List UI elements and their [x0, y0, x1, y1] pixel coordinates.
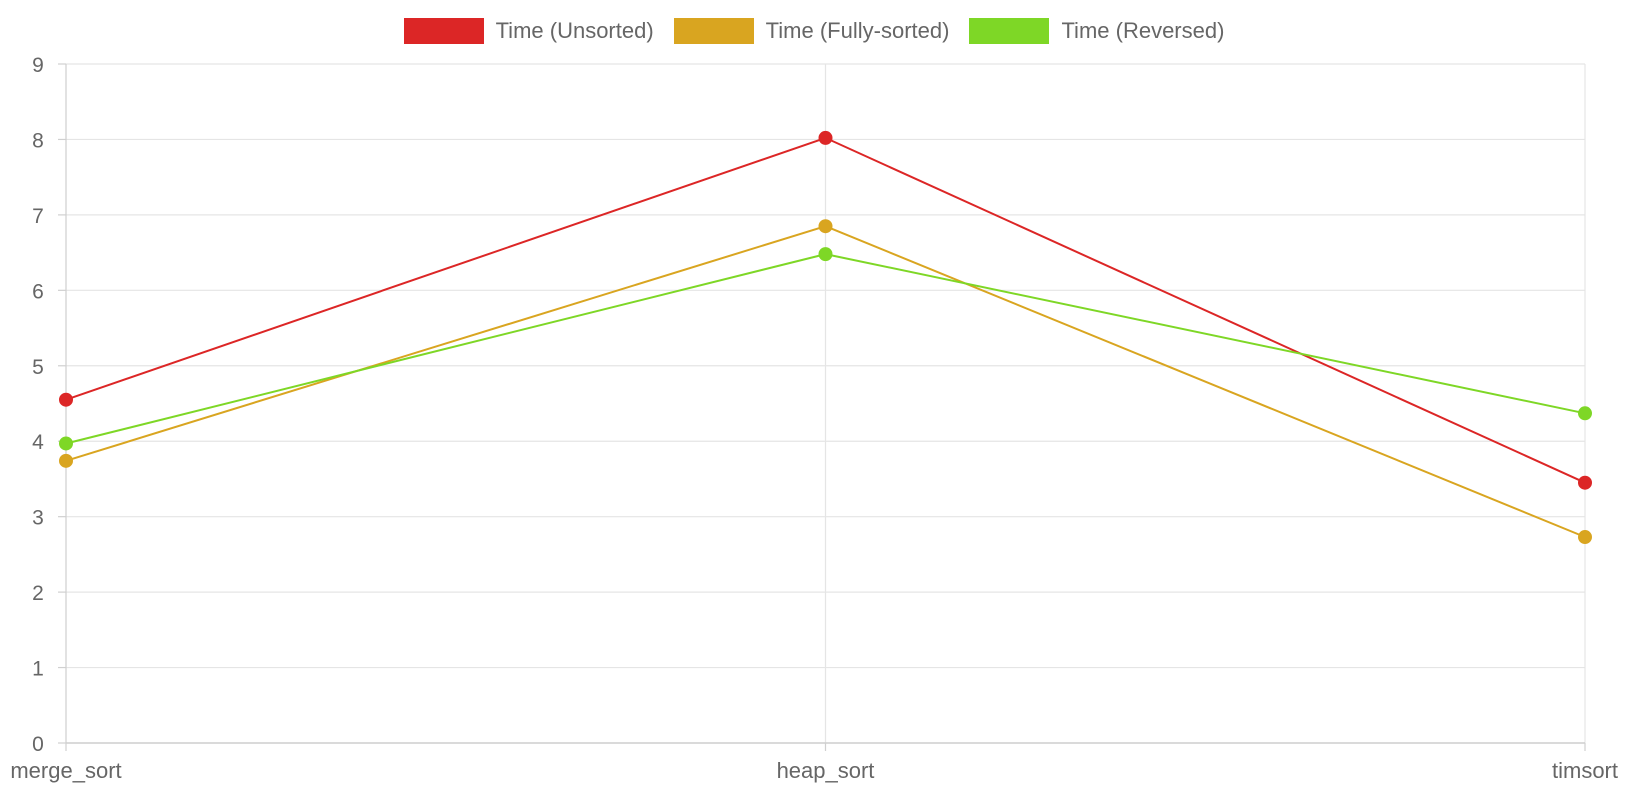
- legend-label-unsorted: Time (Unsorted): [495, 18, 654, 43]
- data-point-1-0[interactable]: [59, 453, 73, 468]
- data-point-2-0[interactable]: [59, 436, 73, 451]
- legend-item-fully-sorted[interactable]: Time (Fully-sorted): [673, 18, 950, 44]
- data-point-0-1[interactable]: [818, 130, 833, 145]
- y-tick-label: 6: [32, 280, 44, 303]
- legend-item-unsorted[interactable]: Time (Unsorted): [403, 18, 654, 44]
- y-tick-label: 9: [32, 54, 44, 77]
- data-point-2-1[interactable]: [818, 247, 833, 262]
- y-tick-label: 0: [32, 733, 44, 756]
- legend-label-reversed: Time (Reversed): [1061, 18, 1225, 43]
- data-point-2-2[interactable]: [1578, 406, 1592, 421]
- legend-swatch-fully-sorted: [673, 18, 754, 44]
- data-points: [59, 130, 1592, 545]
- x-tick-label: heap_sort: [777, 758, 875, 783]
- chart-legend: Time (Unsorted) Time (Fully-sorted) Time…: [0, 14, 1628, 48]
- y-tick-label: 8: [32, 129, 44, 152]
- y-tick-label: 1: [32, 658, 44, 681]
- y-tick-label: 4: [32, 431, 44, 454]
- x-tick-label: merge_sort: [10, 758, 121, 783]
- legend-item-reversed[interactable]: Time (Reversed): [969, 18, 1224, 44]
- legend-label-fully-sorted: Time (Fully-sorted): [765, 18, 950, 43]
- data-point-0-2[interactable]: [1578, 475, 1592, 490]
- y-tick-label: 5: [32, 356, 44, 379]
- data-point-1-2[interactable]: [1578, 530, 1592, 545]
- y-tick-label: 3: [32, 507, 44, 530]
- legend-swatch-reversed: [969, 18, 1050, 44]
- x-tick-label: timsort: [1552, 758, 1618, 783]
- legend-swatch-unsorted: [403, 18, 484, 44]
- data-point-1-1[interactable]: [818, 219, 833, 234]
- grid-lines: [65, 63, 1586, 744]
- y-tick-label: 7: [32, 205, 44, 228]
- y-tick-label: 2: [32, 582, 44, 605]
- data-point-0-0[interactable]: [59, 392, 73, 407]
- axes: 0 1 2 3 4 5 6 7 8 9 merge_sort heap_sort timsort: [10, 54, 1618, 783]
